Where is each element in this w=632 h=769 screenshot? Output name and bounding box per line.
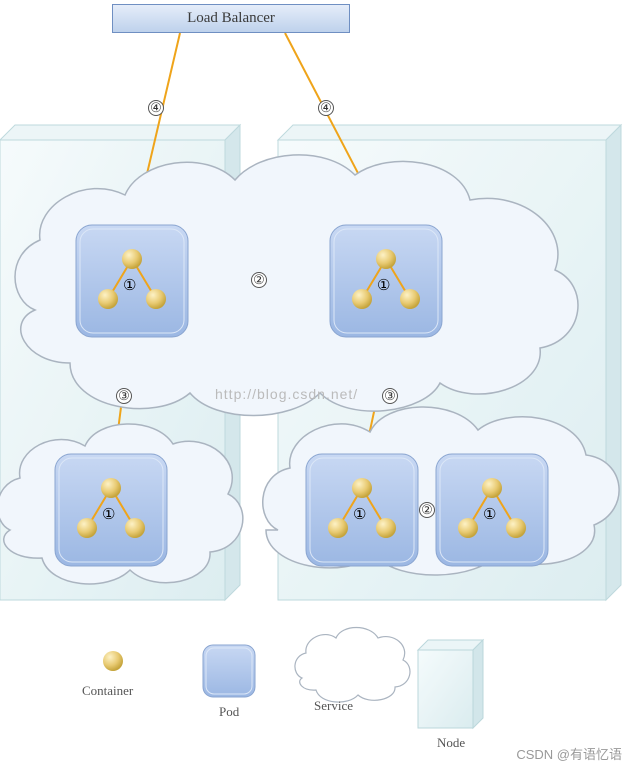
edge-label-3l: ③ xyxy=(116,388,132,404)
pod-label-br1: ① xyxy=(353,505,366,524)
legend-container-icon xyxy=(103,651,123,671)
edge-label-4l: ④ xyxy=(148,100,164,116)
pods-layer xyxy=(0,0,632,769)
edge-label-4r: ④ xyxy=(318,100,334,116)
pod-label-br2: ① xyxy=(483,505,496,524)
legend-pod-label: Pod xyxy=(219,704,239,720)
watermark: http://blog.csdn.net/ xyxy=(215,386,358,402)
edge-label-2b: ② xyxy=(419,502,435,518)
pod-label-tr: ① xyxy=(377,276,390,295)
legend-pod-icon xyxy=(203,645,255,697)
pod-label-tl: ① xyxy=(123,276,136,295)
edge-label-3r: ③ xyxy=(382,388,398,404)
legend-service-label: Service xyxy=(314,698,353,714)
pod-label-bl: ① xyxy=(102,505,115,524)
footer-text: CSDN @有语忆语 xyxy=(516,744,622,763)
edge-label-2t: ② xyxy=(251,272,267,288)
legend-node-label: Node xyxy=(437,735,465,751)
legend-container-label: Container xyxy=(82,683,133,699)
diagram-canvas: Load Balancer xyxy=(0,0,632,769)
